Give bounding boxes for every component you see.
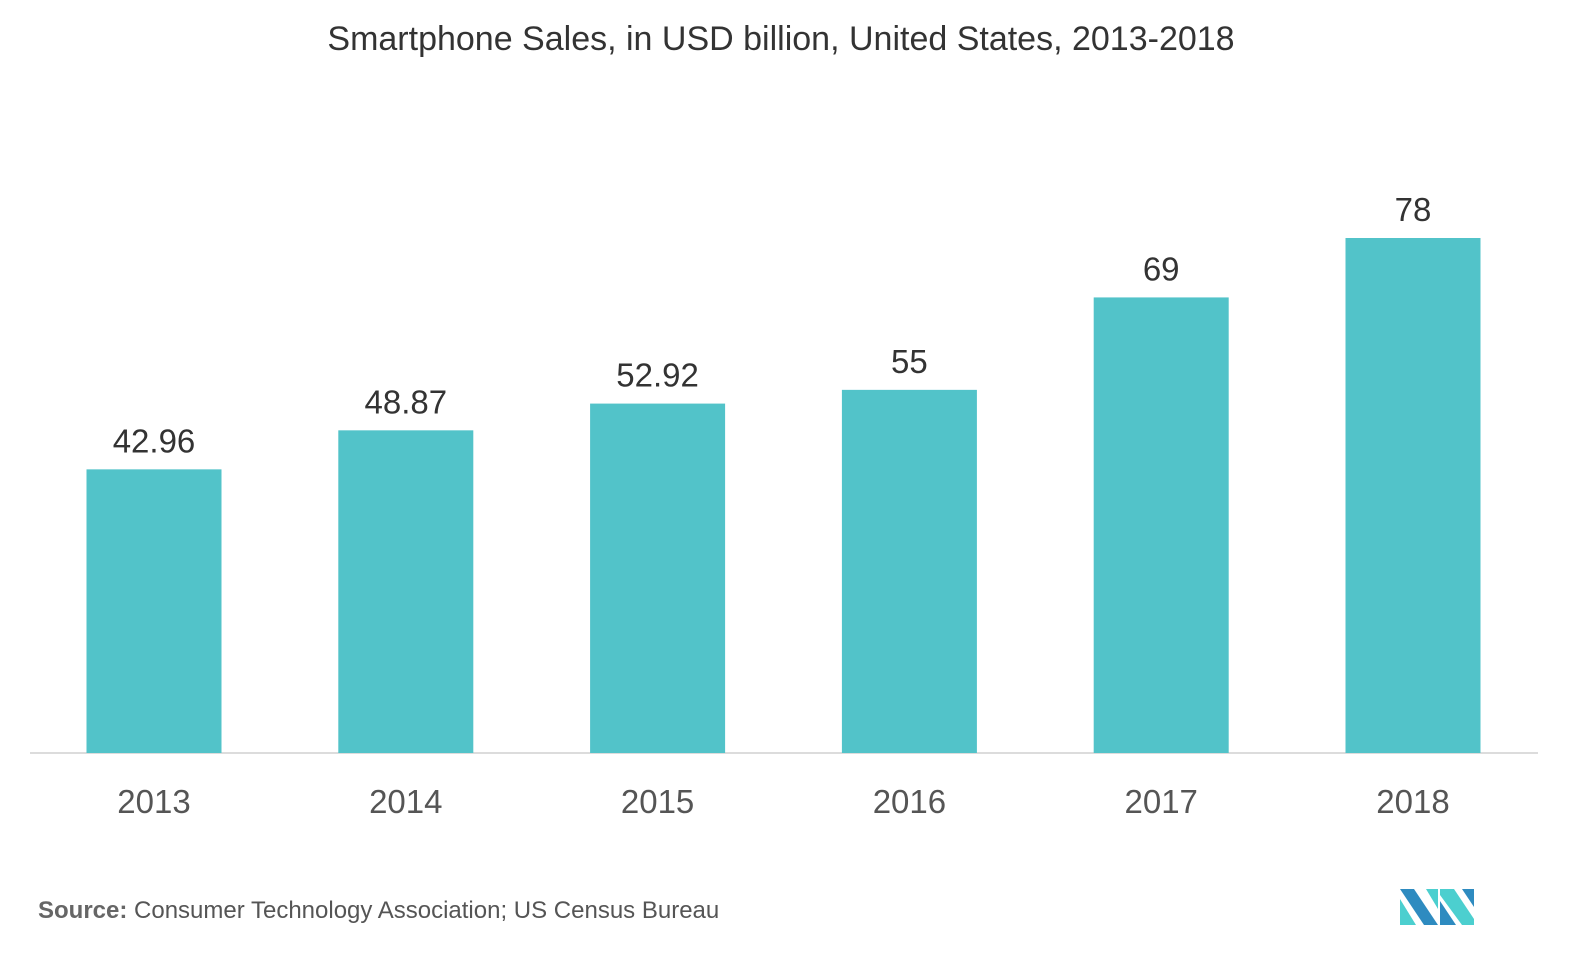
x-tick-label-2016: 2016 bbox=[873, 783, 946, 820]
source-label: Source: bbox=[38, 897, 128, 924]
bar-2016 bbox=[841, 389, 977, 753]
source-note: Source: Consumer Technology Association;… bbox=[38, 897, 719, 925]
x-tick-label-2015: 2015 bbox=[621, 783, 694, 820]
brand-logo bbox=[1400, 889, 1474, 925]
x-tick-label-2013: 2013 bbox=[117, 783, 190, 820]
data-label-2016: 55 bbox=[891, 343, 928, 380]
x-tick-label-2014: 2014 bbox=[369, 783, 442, 820]
bar-2017 bbox=[1093, 297, 1229, 753]
x-tick-label-2017: 2017 bbox=[1124, 783, 1197, 820]
bar-2015 bbox=[590, 403, 726, 753]
bar-2014 bbox=[338, 430, 474, 753]
chart-title: Smartphone Sales, in USD billion, United… bbox=[327, 20, 1235, 58]
data-label-2015: 52.92 bbox=[616, 357, 699, 394]
bar-chart: 42.96 2013 48.87 2014 52.92 2015 55 2016 69 2017 7… bbox=[30, 191, 1538, 820]
data-label-2017: 69 bbox=[1143, 250, 1180, 287]
x-tick-label-2018: 2018 bbox=[1376, 783, 1449, 820]
data-label-2013: 42.96 bbox=[113, 422, 196, 459]
data-label-2018: 78 bbox=[1395, 191, 1432, 228]
data-label-2014: 48.87 bbox=[365, 383, 448, 420]
bar-2018 bbox=[1345, 238, 1481, 753]
bar-2013 bbox=[86, 469, 222, 753]
source-text: Consumer Technology Association; US Cens… bbox=[127, 897, 720, 924]
